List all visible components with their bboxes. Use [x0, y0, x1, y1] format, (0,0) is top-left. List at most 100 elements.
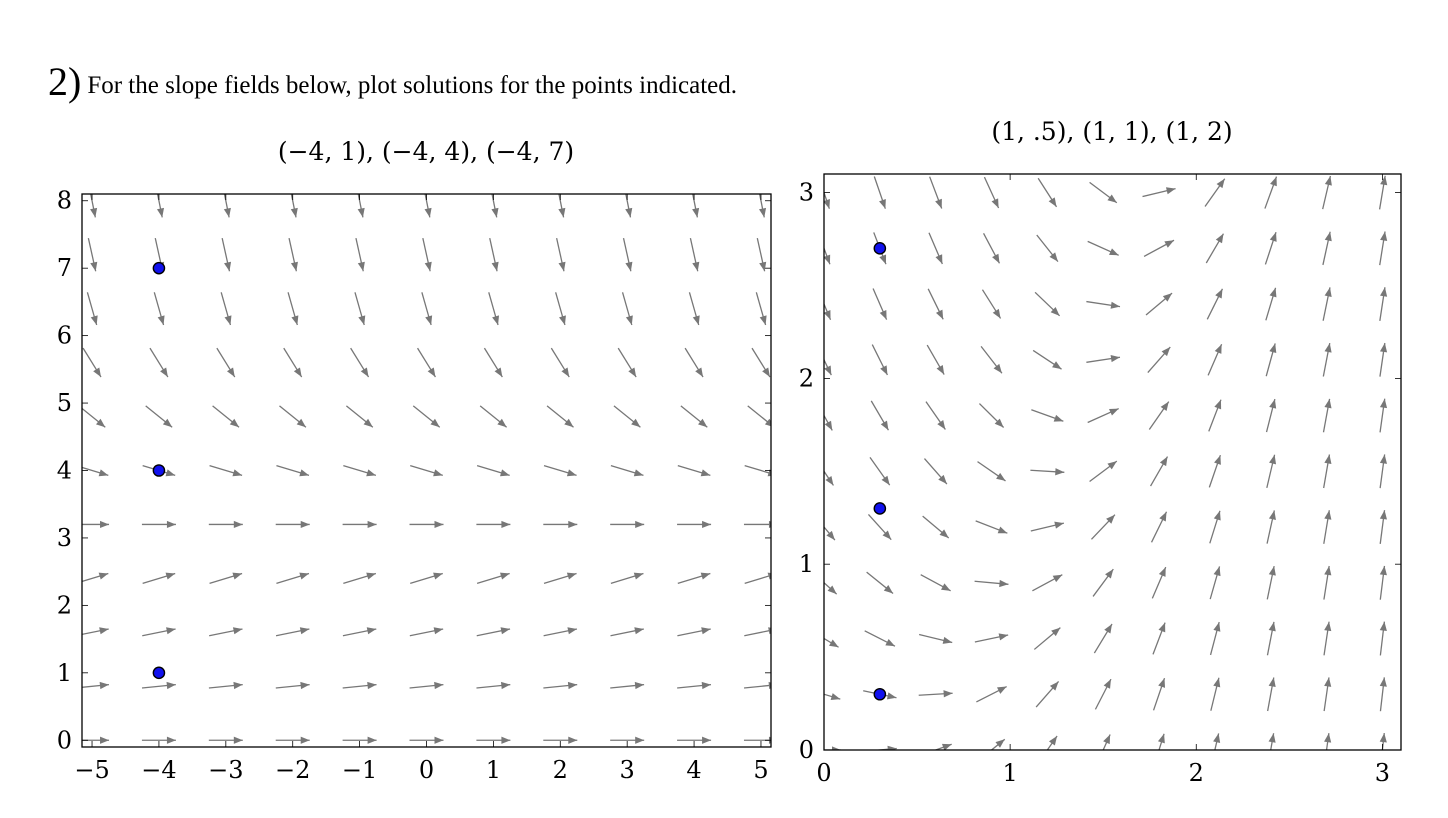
slope-arrow — [974, 633, 1009, 643]
slope-arrow — [82, 627, 109, 636]
slope-arrow — [410, 572, 443, 584]
slope-arrow — [976, 685, 1007, 703]
slope-arrow — [479, 405, 508, 428]
slope-arrow — [141, 736, 176, 744]
chart-title-left: (−4, 1), (−4, 4), (−4, 7) — [278, 137, 574, 166]
slope-arrow — [980, 345, 1003, 374]
slope-arrow — [870, 400, 889, 431]
y-tick-label: 1 — [57, 659, 72, 687]
slope-arrow — [491, 194, 499, 218]
slope-arrow — [145, 405, 173, 428]
y-tick-label: 5 — [57, 389, 72, 417]
slope-arrow — [343, 464, 377, 477]
slope-arrow — [1208, 399, 1222, 432]
slope-arrow — [82, 347, 102, 378]
slope-arrow — [276, 572, 310, 584]
slope-arrow — [824, 581, 838, 595]
slope-arrow — [1379, 342, 1388, 377]
slope-arrow — [864, 630, 896, 647]
slope-arrow — [476, 627, 511, 637]
slope-arrow — [824, 470, 834, 486]
x-tick-label: 3 — [620, 756, 635, 784]
slope-arrow — [1037, 177, 1058, 208]
y-tick-label: 6 — [57, 322, 72, 350]
slope-arrow — [621, 292, 633, 326]
slope-arrow — [824, 414, 833, 431]
slope-arrow — [918, 690, 953, 698]
x-tick-label: 0 — [419, 756, 434, 784]
slope-arrow — [208, 520, 243, 529]
x-tick-label: 1 — [486, 756, 501, 784]
question-text: For the slope fields below, plot solutio… — [87, 72, 738, 99]
slope-arrow — [342, 736, 377, 744]
slope-arrow — [1379, 677, 1387, 712]
y-tick-label: 3 — [57, 524, 72, 552]
slope-arrow — [416, 347, 437, 378]
slope-arrow — [342, 681, 377, 690]
slope-arrow — [287, 292, 299, 326]
slope-arrow — [1379, 565, 1387, 600]
slope-arrow — [546, 405, 574, 428]
slope-arrow — [1379, 398, 1388, 433]
slope-arrow — [354, 292, 366, 326]
slope-arrow — [342, 520, 377, 529]
slope-arrow — [1267, 677, 1276, 712]
slope-arrow — [613, 405, 641, 428]
slope-arrow — [872, 745, 897, 750]
slope-arrow — [1322, 231, 1332, 266]
slope-arrow — [610, 681, 645, 690]
slope-arrow — [1379, 287, 1388, 321]
slope-arrow — [156, 194, 165, 218]
slope-arrow — [1379, 510, 1387, 544]
slope-arrow — [1152, 677, 1166, 711]
slope-arrow — [873, 176, 886, 209]
slope-arrow — [824, 637, 839, 648]
slope-arrow — [1034, 291, 1061, 317]
slope-arrow — [558, 194, 566, 218]
slope-arrow — [824, 302, 832, 321]
question-number: 2) — [48, 59, 82, 104]
slope-arrow — [410, 464, 443, 477]
x-tick-label: 3 — [1375, 759, 1390, 787]
slope-arrow — [555, 292, 566, 326]
slope-arrow — [1210, 677, 1221, 711]
slope-arrow — [543, 681, 578, 690]
slope-arrow — [550, 347, 570, 378]
slope-arrow — [1209, 510, 1221, 544]
slope-arrow — [149, 347, 169, 378]
chart-title-right: (1, .5), (1, 1), (1, 2) — [991, 117, 1232, 146]
slope-arrow — [920, 574, 951, 592]
slope-arrow — [409, 627, 444, 637]
slope-arrow — [1322, 342, 1332, 377]
slope-arrow — [610, 520, 645, 529]
slope-arrow — [751, 347, 771, 378]
slope-arrow — [1322, 398, 1332, 433]
slope-arrow — [692, 194, 700, 218]
slope-arrow — [1092, 568, 1114, 597]
slope-arrow — [1046, 735, 1058, 750]
x-tick-label: 1 — [1002, 759, 1017, 787]
slope-arrow — [1268, 733, 1276, 750]
slope-arrow — [555, 237, 566, 272]
x-tick-label: 2 — [553, 756, 568, 784]
initial-point — [152, 261, 166, 275]
slope-arrows — [824, 175, 1388, 750]
y-tick-label: 4 — [57, 457, 72, 485]
slope-arrow — [824, 526, 836, 541]
slope-arrow — [867, 513, 892, 541]
y-tick-label: 1 — [799, 550, 814, 578]
slope-arrow — [1208, 455, 1222, 488]
slope-arrow — [1093, 623, 1113, 654]
slope-arrow — [220, 292, 232, 326]
slope-arrow — [209, 627, 243, 637]
slope-arrow — [409, 736, 444, 744]
slope-arrow — [355, 237, 365, 272]
slope-arrow — [610, 736, 645, 744]
slope-arrow — [488, 292, 500, 326]
slope-arrow — [82, 407, 106, 428]
slope-arrow — [1151, 566, 1167, 599]
initial-point — [152, 666, 166, 680]
slope-arrow — [824, 693, 841, 701]
slope-arrow — [212, 405, 240, 428]
y-tick-label: 7 — [57, 254, 72, 282]
